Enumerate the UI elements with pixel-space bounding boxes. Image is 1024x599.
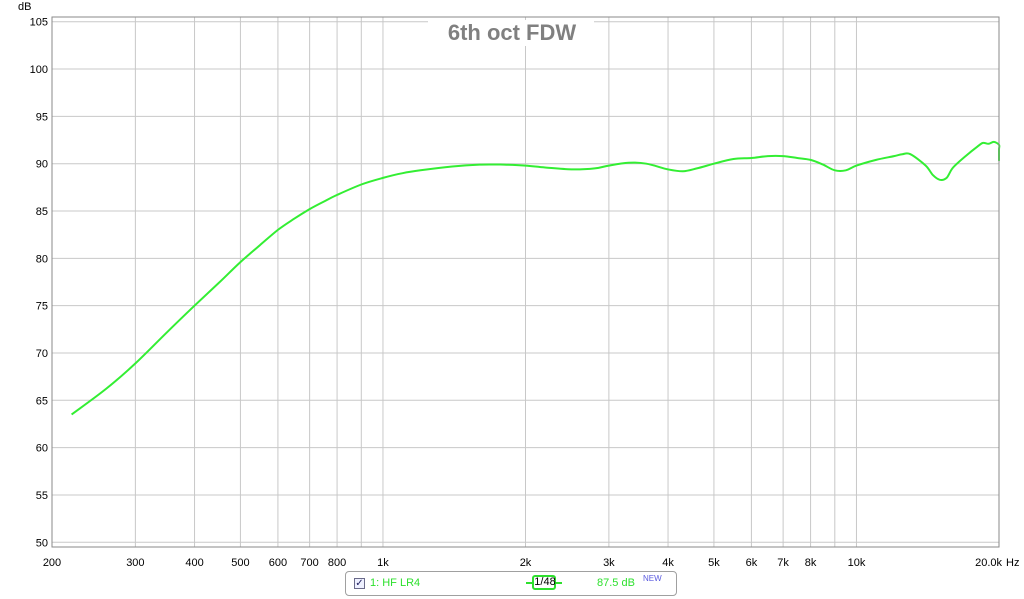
y-tick-label: 75 xyxy=(36,301,48,313)
y-tick-label: 60 xyxy=(36,443,48,455)
title-background xyxy=(428,20,594,46)
x-tick-label: 10k xyxy=(848,557,866,569)
y-tick-label: 55 xyxy=(36,490,48,502)
x-tick-label: 600 xyxy=(269,557,287,569)
x-tick-label: 2k xyxy=(520,557,532,569)
y-tick-label: 65 xyxy=(36,395,48,407)
legend: ✓ 1: HF LR4 1/48 87.5 dB NEW xyxy=(345,571,677,596)
series-line-hf-lr4 xyxy=(70,140,1001,416)
x-tick-label: 4k xyxy=(662,557,674,569)
x-tick-label: 800 xyxy=(328,557,346,569)
smoothing-label: 1/48 xyxy=(534,576,556,588)
x-tick-label: 400 xyxy=(185,557,203,569)
x-tick-label: 300 xyxy=(126,557,144,569)
chart-title: 6th oct FDW xyxy=(448,20,577,45)
y-tick-label: 50 xyxy=(36,537,48,549)
y-tick-label: 100 xyxy=(30,64,48,76)
y-tick-label: 105 xyxy=(30,17,48,29)
x-tick-label: 20.0k xyxy=(975,557,1002,569)
y-tick-label: 90 xyxy=(36,159,48,171)
x-tick-label: 1k xyxy=(377,557,389,569)
smoothing-line-right xyxy=(556,582,562,584)
x-tick-label: 7k xyxy=(777,557,789,569)
plot-frame xyxy=(51,16,1000,548)
x-tick-label: 3k xyxy=(603,557,615,569)
series-visibility-checkbox[interactable]: ✓ xyxy=(354,578,365,589)
smoothing-indicator[interactable]: 1/48 xyxy=(526,575,562,592)
y-tick-label: 85 xyxy=(36,206,48,218)
y-tick-label: 70 xyxy=(36,348,48,360)
level-label[interactable]: 87.5 dB xyxy=(597,577,635,589)
y-tick-label: 80 xyxy=(36,253,48,265)
x-tick-label: 700 xyxy=(300,557,318,569)
y-tick-label: 95 xyxy=(36,111,48,123)
x-tick-label: 6k xyxy=(746,557,758,569)
x-tick-label: 200 xyxy=(43,557,61,569)
x-tick-label: 5k xyxy=(708,557,720,569)
series-layer xyxy=(70,140,1001,416)
smoothing-bracket xyxy=(532,575,556,590)
x-axis-unit: Hz xyxy=(1006,557,1019,569)
smoothing-line-left xyxy=(526,582,532,584)
grid-layer xyxy=(51,17,1000,547)
new-badge: NEW xyxy=(643,574,662,583)
y-axis-unit: dB xyxy=(18,1,31,13)
x-tick-label: 8k xyxy=(805,557,817,569)
series-name-label[interactable]: 1: HF LR4 xyxy=(370,577,421,589)
tick-labels: 50 55 60 65 70 75 80 85 90 95 100 105 200 300 400 500 60… xyxy=(30,17,1003,569)
x-tick-label: 500 xyxy=(231,557,249,569)
